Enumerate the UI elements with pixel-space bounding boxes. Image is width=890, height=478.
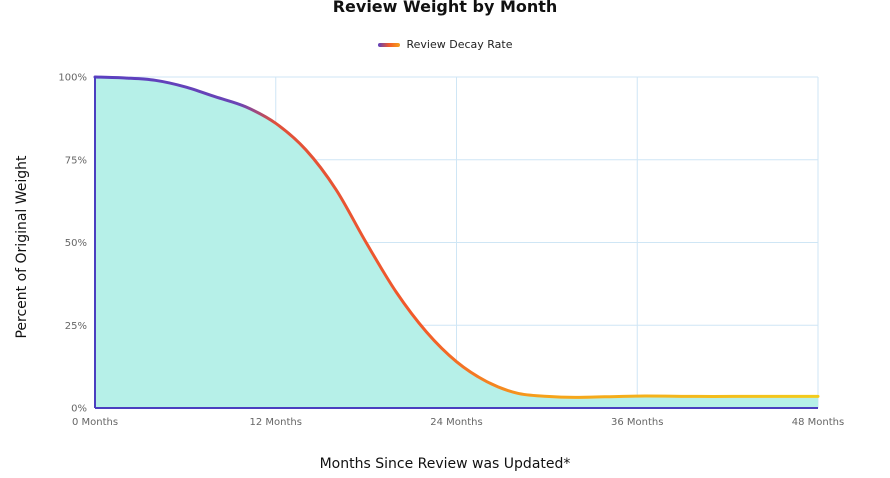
x-tick-label: 24 Months (430, 417, 482, 428)
y-tick-label: 25% (65, 321, 87, 332)
series-line[interactable] (93, 75, 820, 399)
x-tick-label: 36 Months (611, 417, 663, 428)
legend-swatch (377, 42, 400, 47)
y-tick-label: 100% (58, 73, 87, 84)
x-tick-labels: 0 Months 12 Months 24 Months 36 Months 48 Mo… (72, 417, 844, 428)
x-tick-label: 12 Months (250, 417, 302, 428)
area-fill (95, 77, 818, 408)
x-tick-label: 0 Months (72, 417, 118, 428)
x-axis-title: Months Since Review was Updated* (319, 456, 571, 472)
y-tick-label: 75% (65, 155, 87, 166)
chart-title: Review Weight by Month (332, 0, 558, 16)
x-tick-label: 48 Months (792, 417, 844, 428)
y-axis-title: Percent of Original Weight (14, 155, 30, 339)
y-tick-label: 50% (65, 238, 87, 249)
y-tick-labels: 0% 25% 50% 75% 100% (58, 73, 87, 415)
y-tick-label: 0% (71, 404, 87, 415)
legend: Review Decay Rate (0, 38, 890, 51)
legend-label[interactable]: Review Decay Rate (406, 38, 513, 51)
axes (94, 77, 818, 409)
